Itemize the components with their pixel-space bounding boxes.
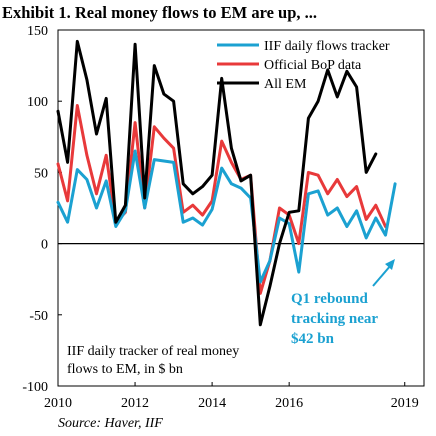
plot-frame <box>57 29 425 387</box>
x-tick-label-2: 2014 <box>198 396 226 411</box>
y-tick-label-1: -50 <box>29 309 48 324</box>
callout-line-0: Q1 rebound <box>291 291 368 307</box>
chart-annotation: IIF daily tracker of real money flows to … <box>67 344 239 377</box>
series-lines <box>56 39 397 327</box>
y-tick-labels: -100 -50 0 50 100 150 <box>22 24 48 395</box>
legend-label-official-bop-data: Official BoP data <box>264 58 362 73</box>
callout-line-2: $42 bn <box>291 331 335 347</box>
x-tick-label-4: 2019 <box>391 396 419 411</box>
callout-arrow-shaft <box>372 264 392 287</box>
x-tick-label-0: 2010 <box>44 396 72 411</box>
source-note: Source: Haver, IIF <box>58 416 163 431</box>
x-tick-label-1: 2012 <box>121 396 149 411</box>
callout-arrow-head <box>385 259 395 270</box>
callout-line-1: tracking near <box>291 311 378 327</box>
y-tick-label-5: 150 <box>27 24 48 39</box>
callout-annotation: Q1 rebound tracking near $42 bn <box>291 259 395 347</box>
x-tick-labels: 2010 2012 2014 2016 2019 <box>44 396 419 411</box>
axes <box>57 29 425 387</box>
legend: IIF daily flows tracker Official BoP data… <box>217 39 390 92</box>
chart-title: Exhibit 1. Real money flows to EM are up… <box>2 3 318 22</box>
legend-label-all-em: All EM <box>264 77 307 92</box>
annotation-line-1: flows to EM, in $ bn <box>67 362 183 377</box>
x-tick-label-3: 2016 <box>275 396 303 411</box>
y-tick-label-2: 0 <box>41 238 48 253</box>
y-tick-label-0: -100 <box>22 380 48 395</box>
y-tick-label-3: 50 <box>34 166 48 181</box>
y-tick-label-4: 100 <box>27 95 48 110</box>
legend-label-iif-daily-flows-tracker: IIF daily flows tracker <box>264 39 390 54</box>
annotation-line-0: IIF daily tracker of real money <box>67 344 239 359</box>
series-line-all-em <box>56 39 378 327</box>
series-line-official-bop-data <box>56 104 387 295</box>
